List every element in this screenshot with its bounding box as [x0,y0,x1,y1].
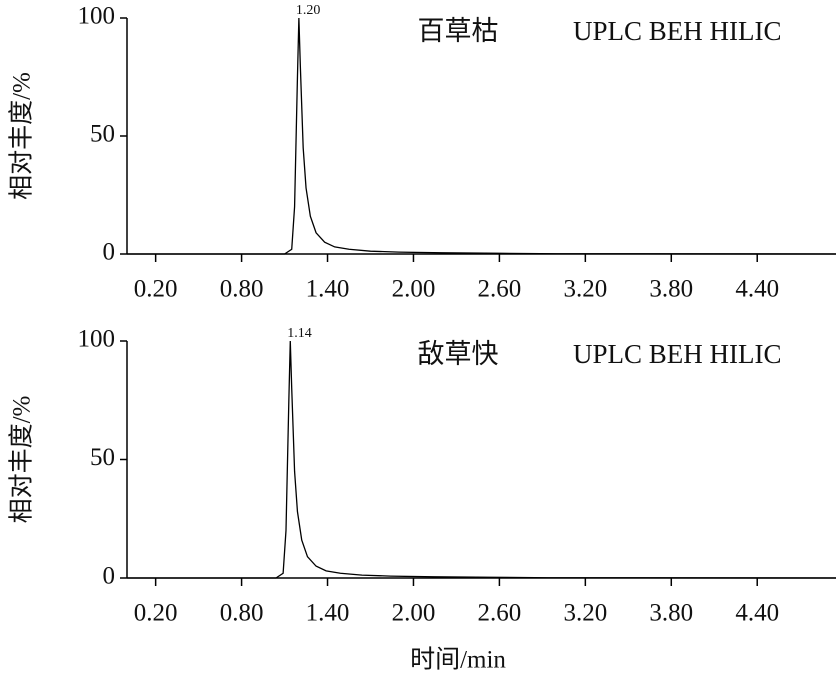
x-tick-label: 2.60 [478,600,522,627]
x-tick-label: 0.20 [134,600,178,627]
peak-label: 1.20 [296,3,321,18]
compound-name: 敌草快 [418,339,499,369]
column-label: UPLC BEH HILIC [573,16,782,46]
y-tick-label: 50 [90,121,115,148]
x-tick-label: 4.40 [735,600,779,627]
y-tick-label: 0 [103,239,116,266]
column-label: UPLC BEH HILIC [573,339,782,369]
y-tick-label: 100 [78,326,116,353]
y-axis-label: 相对丰度/% [8,396,36,524]
x-tick-label: 3.80 [649,276,693,303]
x-tick-label: 1.40 [306,276,350,303]
y-tick-label: 100 [78,3,116,30]
x-tick-label: 4.40 [735,276,779,303]
y-tick-label: 0 [103,563,116,590]
peak-label: 1.14 [287,326,312,341]
x-tick-label: 0.80 [220,600,264,627]
chromatogram-line [127,340,836,579]
x-tick-label: 2.00 [392,600,436,627]
x-tick-label: 2.60 [478,276,522,303]
x-tick-label: 0.20 [134,276,178,303]
compound-name: 百草枯 [418,16,499,46]
x-tick-label: 0.80 [220,276,264,303]
x-tick-label: 3.80 [649,600,693,627]
y-tick-label: 50 [90,444,115,471]
x-tick-label: 1.40 [306,600,350,627]
x-tick-label: 3.20 [563,276,607,303]
x-tick-label: 2.00 [392,276,436,303]
chromatogram-line [127,17,836,255]
x-tick-label: 3.20 [563,600,607,627]
x-axis-label: 时间/min [410,646,506,674]
y-axis-label: 相对丰度/% [8,72,36,200]
